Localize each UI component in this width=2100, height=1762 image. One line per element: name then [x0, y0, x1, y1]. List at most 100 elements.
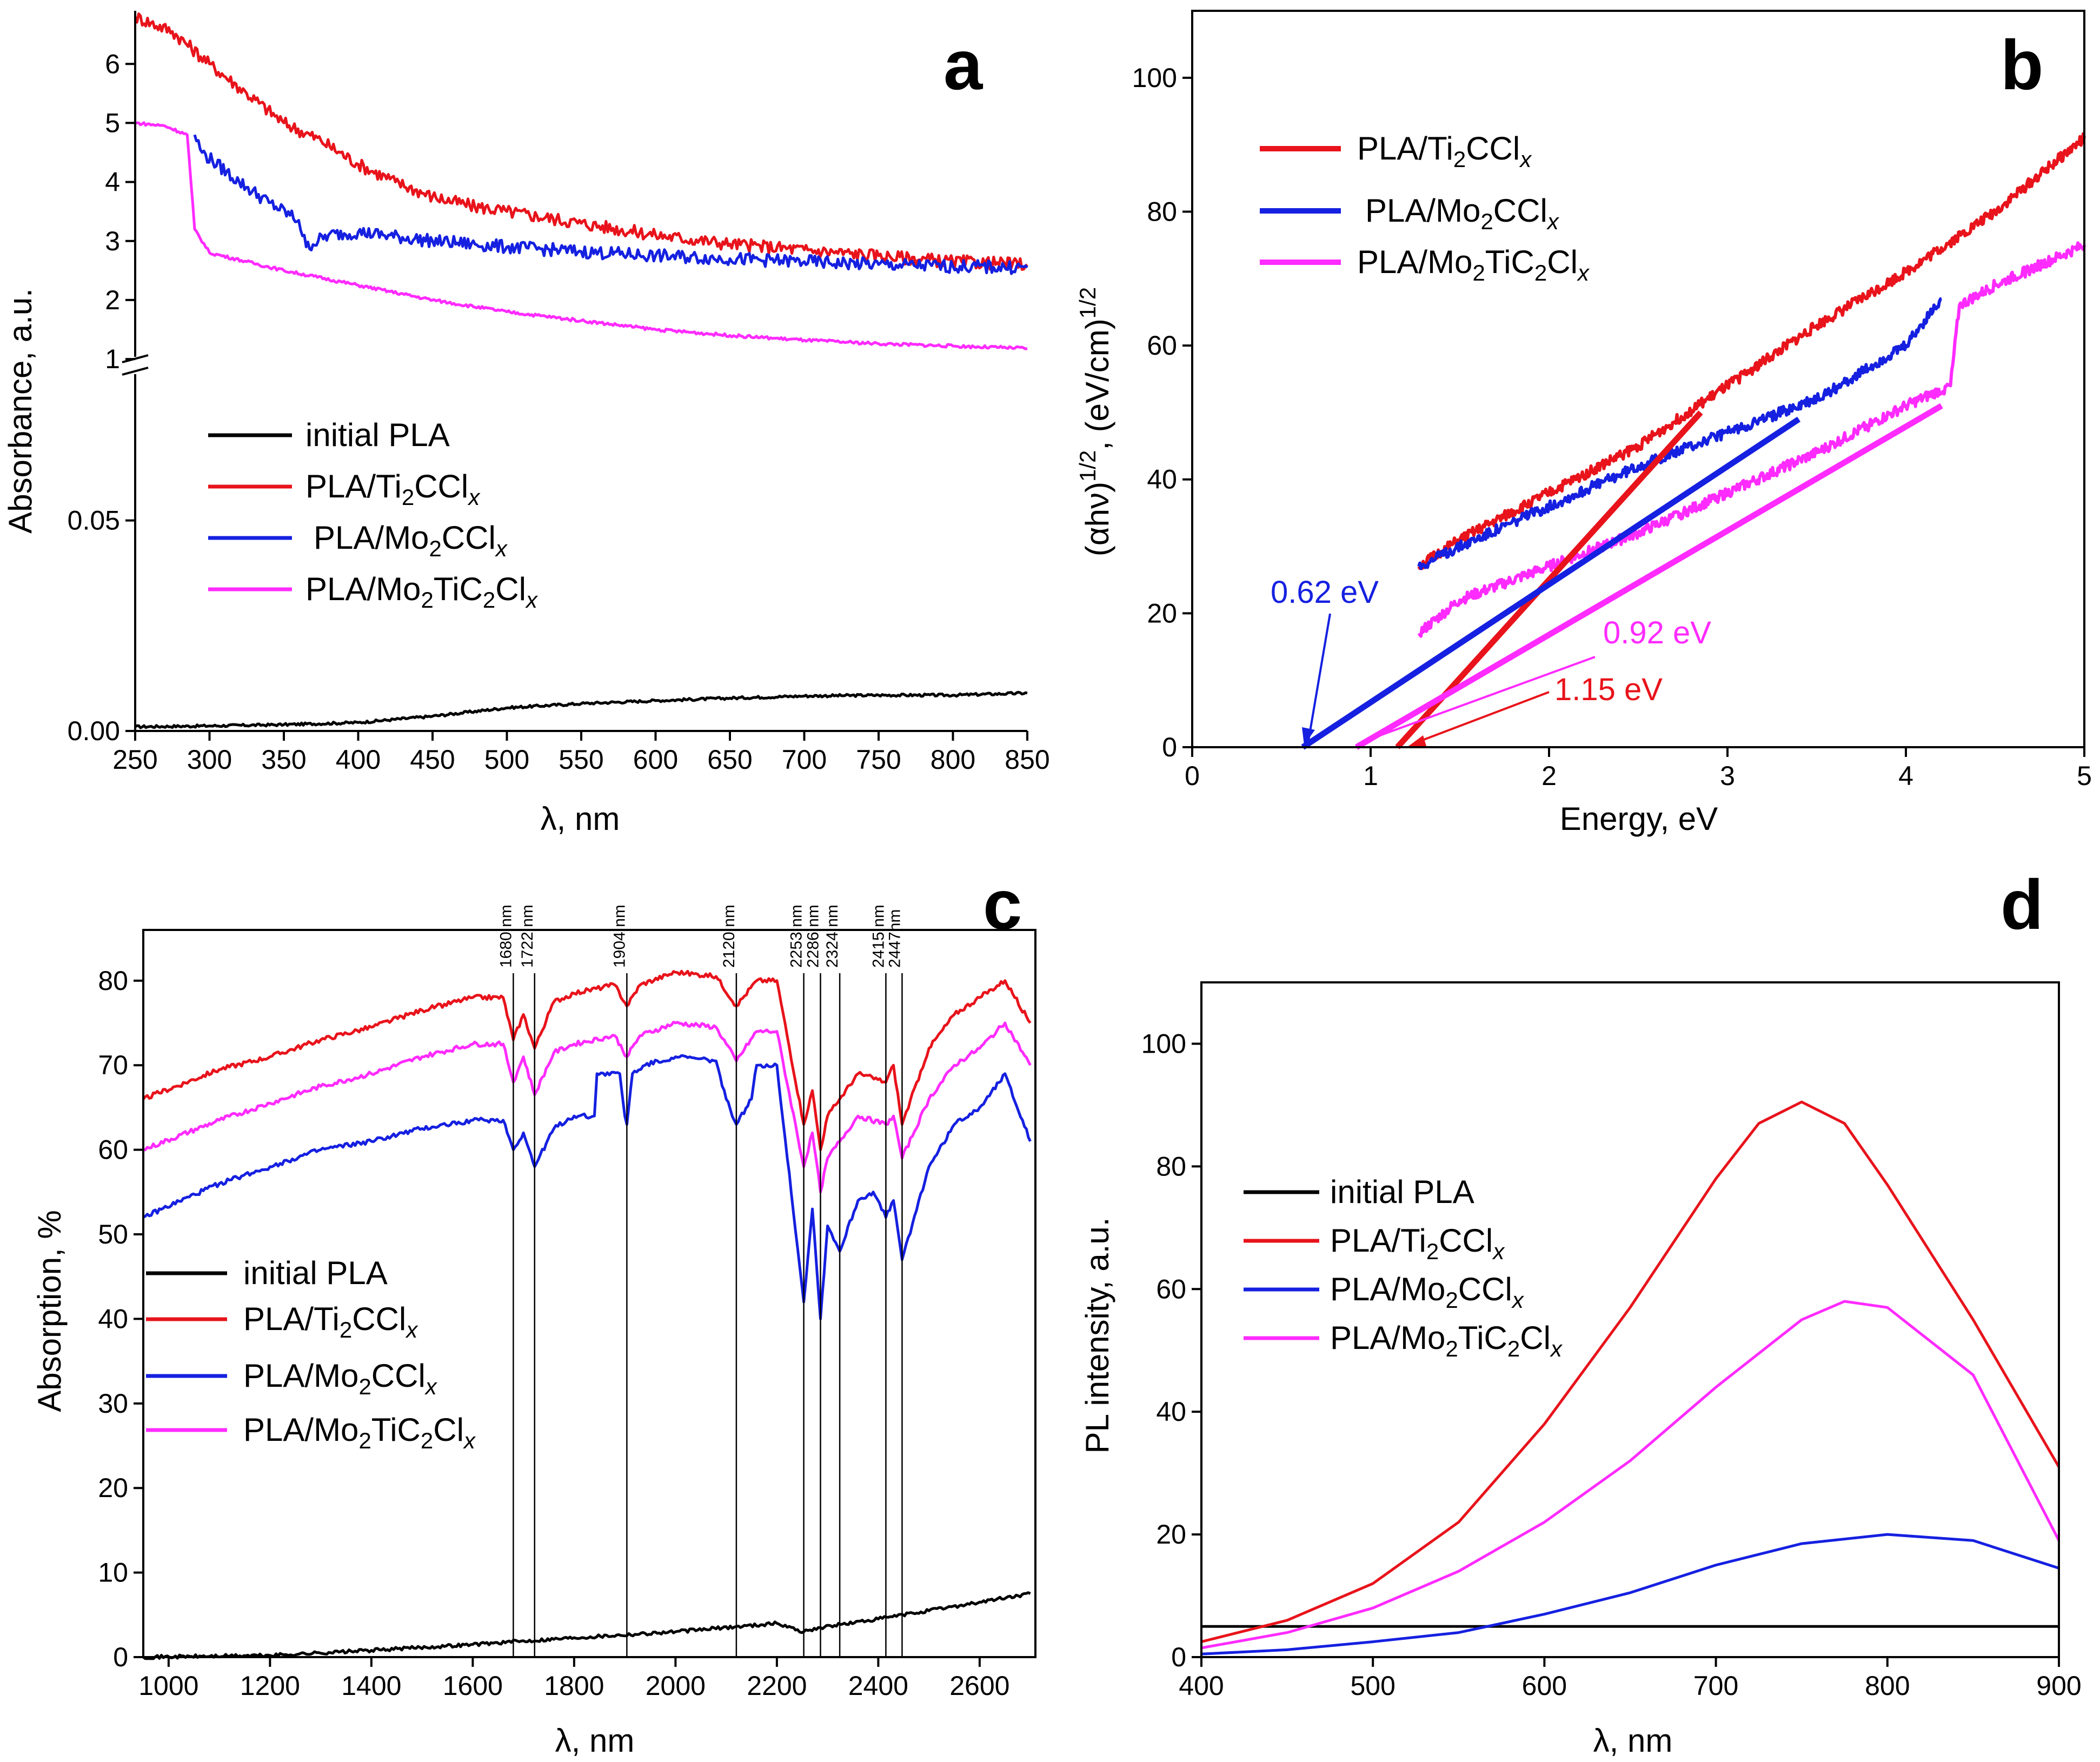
panel-b-annot-062-arrow: [1307, 613, 1331, 741]
panel-a-x-tick-label: 600: [633, 744, 678, 775]
panel-a-axis-break-mark: [122, 367, 149, 376]
panel-a-x-tick-label: 500: [484, 744, 529, 775]
panel-a-lower-y-tick-label: 0.05: [68, 506, 120, 536]
panel-a-x-tick-label: 550: [559, 744, 603, 775]
panel-c-series-pla-ti2cclx: [142, 969, 1032, 1152]
panel-a-upper-y-tick-label: 3: [105, 226, 120, 256]
panel-c-x-tick-label: 2600: [949, 1671, 1009, 1701]
panel-c-x-axis-title: λ, nm: [555, 1723, 635, 1759]
panel-c-peak-label-2447: 2447nm: [886, 909, 903, 968]
panel-c-x-tick-label: 2200: [747, 1671, 807, 1701]
panel-c-legend: initial PLA PLA/Ti2CClx PLA/Mo2CClx PLA/…: [146, 1255, 476, 1453]
panel-c-peak-label-2286: 2286 nm: [805, 905, 822, 968]
panel-c-y-tick-label: 70: [98, 1050, 128, 1080]
panel-d-plot-area: [1201, 1100, 2061, 1655]
panel-c-plot-area: [142, 969, 1032, 1660]
panel-a-upper-y-tick-label: 1: [105, 344, 120, 374]
panel-b-y-tick-label: 100: [1132, 63, 1177, 93]
panel-b: 0 1 2 3 4 5 0 20 40 60 80 100 b Energy, eV (αhν)1/2…: [1075, 10, 2092, 837]
panel-c-peak-label-2253: 2253 nm: [788, 905, 806, 968]
panel-c-y-tick-label: 40: [98, 1304, 128, 1334]
panel-d-series-pla-mo2cclx: [1201, 1533, 2059, 1655]
panel-d-tick-labels: 400 500 600 700 800 900 0 20 40 60 80 100: [1141, 1028, 2082, 1701]
panel-b-x-axis-title: Energy, eV: [1560, 801, 1718, 837]
panel-a-tick-labels: 250 300 350 400 450 500 550 600 650 700 750 800 850 1…: [68, 49, 1050, 775]
panel-c-y-axis-title: Absorption, %: [31, 1210, 68, 1412]
panel-d-y-tick-label: 60: [1156, 1274, 1186, 1304]
panel-d-legend-initial: initial PLA: [1330, 1174, 1474, 1210]
panel-a-series-pla-mo2cclx: [193, 134, 1028, 275]
panel-b-fit-pla-mo2tic2clx: [1354, 403, 1943, 750]
panel-b-axes: [1182, 10, 2085, 757]
panel-c-peak-label-1680: 1680 nm: [497, 905, 515, 968]
panel-b-annot-062: 0.62 eV: [1271, 575, 1379, 610]
panel-d-y-tick-label: 20: [1156, 1519, 1186, 1550]
panel-b-x-tick-label: 4: [1898, 761, 1913, 791]
panel-a: 250 300 350 400 450 500 550 600 650 700 750 800 850 1…: [2, 11, 1050, 837]
panel-a-upper-y-tick-label: 6: [105, 49, 120, 79]
panel-c-x-tick-label: 1200: [240, 1671, 300, 1701]
panel-c-x-tick-label: 1400: [341, 1671, 401, 1701]
panel-b-annot-115-arrowhead: [1408, 735, 1426, 746]
panel-a-legend-moti: PLA/Mo2TiC2Clx: [305, 571, 539, 613]
panel-a-x-tick-label: 700: [782, 744, 827, 775]
panel-d-x-tick-label: 900: [2036, 1671, 2081, 1701]
panel-b-annotations: 0.62 eV 0.92 eV 1.15 eV: [1271, 575, 1711, 746]
panel-b-x-tick-label: 3: [1720, 761, 1735, 791]
panel-b-annot-115: 1.15 eV: [1554, 672, 1663, 707]
panel-b-x-tick-label: 2: [1541, 761, 1557, 791]
panel-d-frame: [1200, 981, 2060, 1658]
panel-b-annot-115-arrow: [1413, 691, 1550, 744]
panel-a-x-tick-label: 250: [112, 744, 157, 775]
panel-d-axes: [1192, 981, 2060, 1667]
panel-a-series-initial-pla: [134, 690, 1028, 729]
panel-c-x-tick-label: 1800: [544, 1671, 604, 1701]
panel-d-x-tick-label: 800: [1865, 1671, 1910, 1701]
panel-a-axes: [122, 11, 1028, 741]
panel-a-upper-y-tick-label: 4: [105, 167, 120, 197]
panel-a-x-tick-label: 750: [856, 744, 901, 775]
panel-c: 1680 nm 1722 nm 1904 nm 2120 nm 2253 nm2286 …: [31, 865, 1036, 1759]
panel-c-peak-label-2120: 2120 nm: [720, 905, 738, 968]
panel-b-fit-pla-mo2cclx: [1301, 416, 1801, 750]
panel-b-y-tick-label: 80: [1147, 196, 1177, 227]
panel-a-upper-y-tick-label: 5: [105, 108, 120, 138]
panel-d-legend-mo: PLA/Mo2CClx: [1330, 1271, 1525, 1313]
panel-c-legend-initial: initial PLA: [243, 1255, 388, 1291]
panel-b-series-pla-ti2cclx: [1417, 132, 2086, 570]
panel-a-x-tick-label: 650: [707, 744, 752, 775]
panel-c-y-tick-label: 10: [98, 1558, 128, 1588]
panel-c-series-pla-mo2cclx: [142, 1054, 1032, 1320]
panel-b-x-tick-label: 5: [2077, 761, 2092, 791]
panel-a-x-tick-label: 850: [1005, 744, 1049, 775]
panel-c-legend-mo: PLA/Mo2CClx: [243, 1358, 438, 1399]
panel-a-legend: initial PLA PLA/Ti2CClx PLA/Mo2CClx PLA/…: [208, 417, 539, 613]
panel-c-y-tick-label: 0: [113, 1642, 128, 1672]
panel-c-tick-labels: 1000 1200 1400 1600 1800 2000 2200 2400 2600 0 10 2…: [98, 966, 1009, 1701]
panel-d-y-tick-label: 0: [1171, 1642, 1186, 1672]
panel-b-legend-ti: PLA/Ti2CClx: [1357, 130, 1532, 172]
panel-b-annot-062-arrowhead: [1302, 727, 1315, 745]
panel-a-series-pla-mo2tic2clx: [135, 121, 1028, 350]
panel-c-frame: [142, 929, 1036, 1658]
panel-b-annot-092: 0.92 eV: [1603, 615, 1711, 650]
panel-d-letter: d: [2001, 865, 2043, 944]
panel-b-frame: [1191, 10, 2085, 748]
panel-d-x-tick-label: 400: [1179, 1671, 1224, 1701]
panel-c-y-tick-label: 30: [98, 1388, 128, 1419]
panel-b-x-tick-label: 0: [1185, 761, 1200, 791]
panel-b-letter: b: [2001, 25, 2043, 104]
panel-a-lower-y-tick-label: 0.00: [68, 716, 120, 746]
panel-a-x-tick-label: 400: [336, 744, 381, 775]
panel-b-tick-labels: 0 1 2 3 4 5 0 20 40 60 80 100: [1132, 63, 2092, 791]
panel-c-x-tick-label: 2000: [646, 1671, 706, 1701]
panel-b-x-tick-label: 1: [1363, 761, 1378, 791]
panel-c-letter: c: [983, 865, 1022, 944]
panel-d-y-tick-label: 80: [1156, 1151, 1186, 1181]
panel-b-series-pla-mo2cclx: [1417, 297, 1942, 570]
panel-d-y-tick-label: 100: [1141, 1028, 1186, 1059]
panel-c-series-pla-mo2tic2clx: [143, 1021, 1032, 1194]
panel-c-series-initial-pla: [142, 1591, 1031, 1660]
panel-d-series-pla-ti2cclx: [1201, 1100, 2061, 1644]
panel-b-y-tick-label: 0: [1162, 732, 1177, 762]
